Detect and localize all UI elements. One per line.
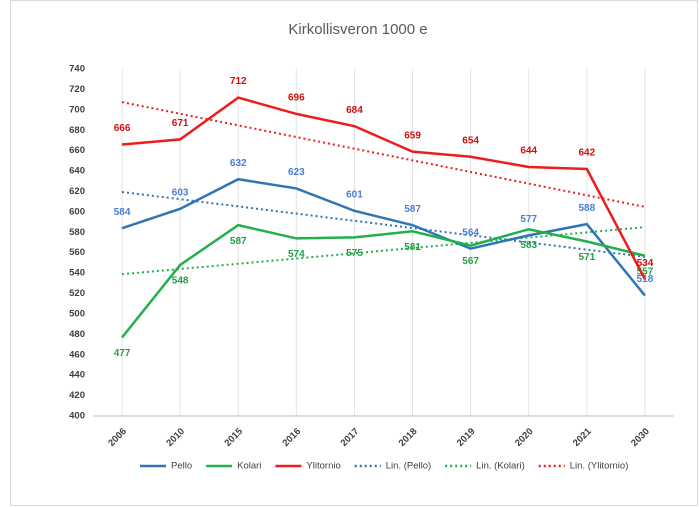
y-tick-label: 400 xyxy=(69,411,85,422)
data-label: 712 xyxy=(230,76,247,87)
data-label: 584 xyxy=(114,207,131,218)
legend-label: Lin. (Pello) xyxy=(386,461,431,472)
legend-label: Lin. (Ylitornio) xyxy=(570,461,629,472)
y-tick-label: 700 xyxy=(69,104,85,115)
chart-title: Kirkollisveron 1000 e xyxy=(288,21,427,38)
data-label: 603 xyxy=(172,187,189,198)
data-label: 684 xyxy=(346,105,363,116)
trendline xyxy=(121,101,646,208)
data-label: 666 xyxy=(114,123,131,134)
y-tick-label: 480 xyxy=(69,329,85,340)
data-label: 587 xyxy=(404,204,421,215)
data-label: 577 xyxy=(520,214,537,225)
data-label: 564 xyxy=(462,227,479,238)
y-tick-label: 500 xyxy=(69,308,85,319)
y-tick-label: 680 xyxy=(69,125,85,136)
y-tick-label: 540 xyxy=(69,268,85,279)
y-tick-label: 460 xyxy=(69,349,85,360)
data-label: 671 xyxy=(172,118,189,129)
data-label: 581 xyxy=(404,242,421,253)
data-label: 642 xyxy=(579,148,596,159)
y-tick-label: 660 xyxy=(69,145,85,156)
data-label: 696 xyxy=(288,93,305,104)
y-tick-label: 420 xyxy=(69,390,85,401)
y-tick-label: 600 xyxy=(69,206,85,217)
data-label: 534 xyxy=(637,258,654,269)
data-label: 518 xyxy=(637,274,654,285)
legend-label: Ylitornio xyxy=(306,461,340,472)
y-tick-label: 560 xyxy=(69,247,85,258)
data-label: 571 xyxy=(579,252,596,263)
y-tick-label: 740 xyxy=(69,64,85,75)
data-label: 644 xyxy=(520,146,537,157)
data-label: 587 xyxy=(230,236,247,247)
y-tick-label: 620 xyxy=(69,186,85,197)
y-tick-label: 640 xyxy=(69,166,85,177)
data-label: 477 xyxy=(114,348,131,359)
legend-label: Kolari xyxy=(237,461,261,472)
data-label: 583 xyxy=(520,240,537,251)
y-tick-label: 520 xyxy=(69,288,85,299)
y-tick-label: 440 xyxy=(69,370,85,381)
data-label: 601 xyxy=(346,190,363,201)
data-label: 557 xyxy=(637,266,654,277)
legend-label: Pello xyxy=(171,461,192,472)
legend-label: Lin. (Kolari) xyxy=(476,461,525,472)
y-tick-label: 580 xyxy=(69,227,85,238)
data-label: 548 xyxy=(172,276,189,287)
data-label: 567 xyxy=(462,256,479,267)
series-line xyxy=(121,96,647,280)
data-label: 574 xyxy=(288,249,305,260)
data-label: 632 xyxy=(230,158,247,169)
y-tick-label: 720 xyxy=(69,84,85,95)
series-line xyxy=(121,223,646,339)
data-label: 623 xyxy=(288,167,305,178)
data-label: 654 xyxy=(462,135,479,146)
series-line xyxy=(121,177,646,297)
data-label: 588 xyxy=(579,203,596,214)
data-label: 575 xyxy=(346,248,363,259)
data-label: 659 xyxy=(404,130,421,141)
